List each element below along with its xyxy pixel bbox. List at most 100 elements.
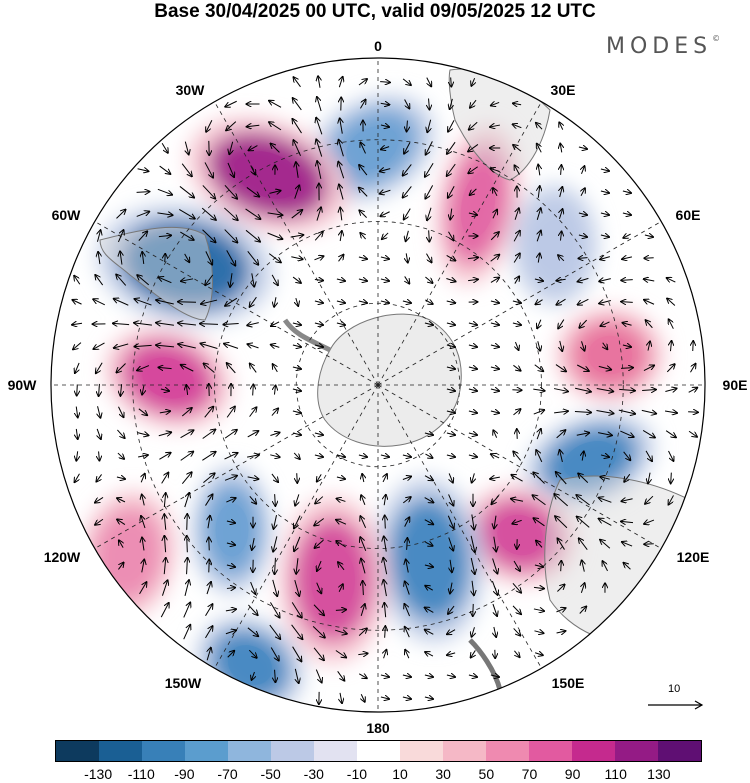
wind-arrow <box>201 299 218 304</box>
wind-arrow <box>425 300 432 304</box>
wind-arrow <box>314 301 323 303</box>
anomaly-core <box>497 514 543 556</box>
wind-arrow <box>314 345 323 347</box>
wind-arrow <box>556 472 567 485</box>
wind-arrow <box>225 297 238 306</box>
wind-arrow <box>513 231 520 242</box>
wind-arrow <box>574 412 591 413</box>
wind-arrow <box>362 474 364 483</box>
wind-arrow <box>291 257 302 259</box>
wind-arrow <box>181 279 194 281</box>
wind-arrow <box>425 276 432 283</box>
wind-arrow <box>448 231 453 241</box>
wind-arrow <box>137 169 149 172</box>
wind-arrow <box>557 585 564 592</box>
wind-arrow <box>596 411 613 414</box>
wind-arrow <box>380 125 389 127</box>
wind-arrow <box>425 542 432 546</box>
wind-arrow <box>159 277 172 284</box>
wind-arrow <box>335 650 346 658</box>
wind-arrow <box>202 229 216 243</box>
wind-arrow <box>138 408 147 415</box>
colorbar-segment <box>615 741 658 761</box>
wind-arrow <box>292 367 301 369</box>
wind-arrow <box>553 389 568 392</box>
wind-arrow <box>335 630 347 634</box>
colorbar-segment <box>443 741 486 761</box>
wind-arrow <box>425 586 433 590</box>
wind-arrow <box>156 345 175 347</box>
colorbar-segment <box>658 741 701 761</box>
wind-arrow <box>292 646 302 662</box>
wind-arrow <box>229 141 232 154</box>
wind-arrow <box>97 230 100 242</box>
wind-arrow <box>579 607 586 614</box>
wind-arrow <box>227 363 236 374</box>
wind-arrow <box>340 208 342 221</box>
wind-arrow <box>407 538 408 550</box>
australia <box>544 475 695 644</box>
wind-arrow <box>494 536 496 552</box>
wind-arrow <box>97 428 101 439</box>
wind-arrow <box>642 390 656 391</box>
wind-arrow <box>491 454 500 458</box>
vector-reference: 10 <box>646 683 706 713</box>
wind-arrow <box>688 388 698 393</box>
wind-arrow <box>77 384 78 395</box>
wind-arrow <box>314 455 323 457</box>
wind-arrow <box>267 232 283 239</box>
wind-arrow <box>360 233 367 240</box>
wind-arrow <box>512 301 521 303</box>
wind-arrow <box>446 279 455 282</box>
wind-arrow <box>120 251 122 265</box>
wind-arrow <box>533 410 544 414</box>
wind-arrow <box>448 537 453 550</box>
colorbar-segment <box>314 741 357 761</box>
wind-arrow <box>141 516 146 529</box>
wind-arrow <box>225 100 237 106</box>
wind-arrow <box>601 322 610 326</box>
wind-arrow <box>136 192 150 193</box>
wind-arrow <box>578 147 587 149</box>
wind-arrow <box>267 213 283 215</box>
wind-arrow <box>185 141 188 155</box>
wind-arrow <box>469 121 478 129</box>
wind-arrow <box>406 559 409 573</box>
wind-arrow <box>600 540 611 549</box>
wind-arrow <box>207 648 211 661</box>
wind-arrow <box>139 582 147 595</box>
wind-arrow <box>271 473 278 482</box>
wind-arrow <box>74 276 81 285</box>
wind-arrow <box>76 428 77 439</box>
wind-arrow <box>380 169 391 172</box>
wind-arrow <box>248 604 257 615</box>
colorbar-segment <box>142 741 185 761</box>
wind-arrow <box>165 254 166 263</box>
wind-arrow <box>315 496 324 504</box>
wind-arrow <box>555 516 568 529</box>
wind-arrow <box>384 536 386 552</box>
wind-arrow <box>446 367 455 369</box>
wind-arrow <box>426 253 431 263</box>
wind-arrow <box>533 587 544 588</box>
wind-arrow <box>178 323 196 325</box>
wind-arrow <box>156 323 174 326</box>
wind-arrow <box>446 323 455 325</box>
wind-arrow <box>137 365 150 371</box>
wind-arrow <box>205 274 214 285</box>
wind-arrow <box>294 185 300 199</box>
wind-arrow <box>317 560 321 571</box>
wind-arrow <box>203 473 214 484</box>
wind-arrow <box>250 581 256 594</box>
wind-arrow <box>206 582 211 595</box>
wind-arrow <box>120 384 121 396</box>
wind-arrow <box>538 341 540 350</box>
wind-arrow <box>449 473 453 482</box>
wind-arrow <box>623 234 631 238</box>
wind-arrow <box>648 341 650 351</box>
wind-arrow <box>358 455 367 457</box>
wind-arrow <box>205 251 212 264</box>
wind-arrow <box>665 388 676 391</box>
colorbar-tick-label: 10 <box>392 766 408 782</box>
wind-arrow <box>380 279 389 281</box>
